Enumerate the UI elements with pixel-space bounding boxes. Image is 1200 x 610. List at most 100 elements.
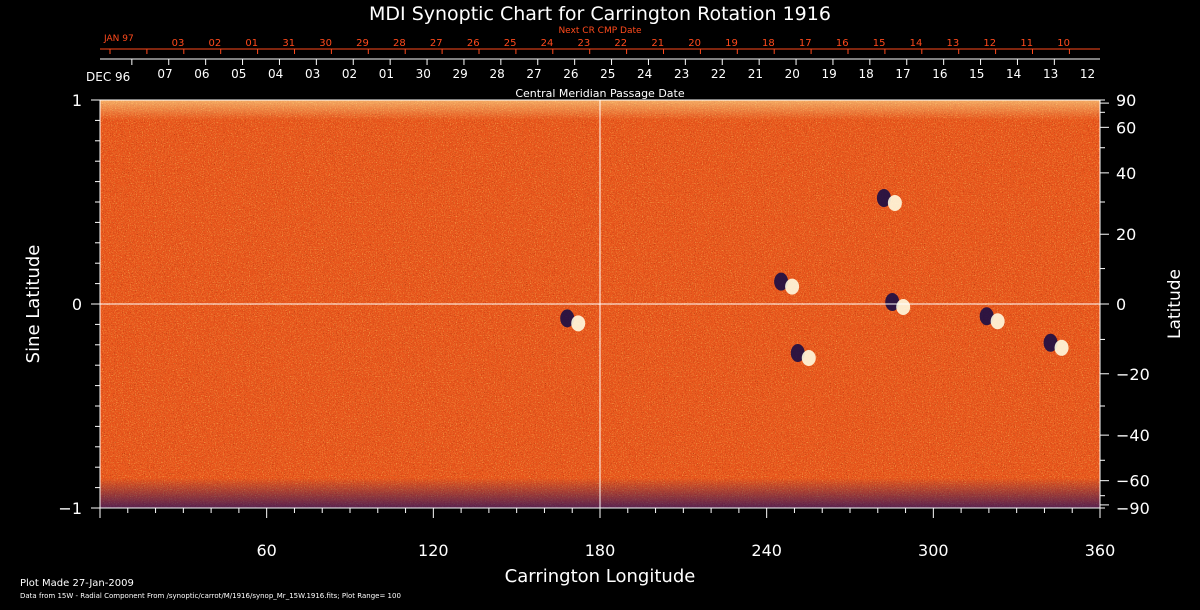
next-cmp-date-label: 20 <box>688 38 701 49</box>
cmp-date-label: 27 <box>526 67 541 81</box>
chart-title: MDI Synoptic Chart for Carrington Rotati… <box>369 3 831 25</box>
next-cmp-date-label: 25 <box>504 38 517 49</box>
y-right-tick-label: 90 <box>1116 91 1136 110</box>
cmp-axis-label: Central Meridian Passage Date <box>515 87 684 100</box>
y-left-tick-label: −1 <box>58 499 82 518</box>
positive-polarity-spot <box>801 350 816 366</box>
active-region-4 <box>876 188 902 211</box>
y-right-tick-label: −20 <box>1116 365 1150 384</box>
cmp-date-label: 02 <box>342 67 357 81</box>
next-cmp-date-label: 21 <box>651 38 664 49</box>
y-axis-right: 90 60 40 20 0 −20 −40 −60 −90 <box>1100 91 1150 518</box>
positive-polarity-spot <box>896 299 911 315</box>
next-month-label: JAN 97 <box>103 34 134 44</box>
positive-polarity-spot <box>1054 339 1069 356</box>
cmp-date-label: 21 <box>748 67 763 81</box>
cmp-date-label: 22 <box>711 67 726 81</box>
cmp-month-label: DEC 96 <box>86 70 130 84</box>
next-cmp-axis-label: Next CR CMP Date <box>558 26 642 36</box>
y-right-tick-label: 20 <box>1116 225 1136 244</box>
next-cmp-date-label: 22 <box>614 38 627 49</box>
next-cmp-date-label: 17 <box>799 38 812 49</box>
y-axis-left: 1 0 −1 <box>58 91 100 518</box>
next-cmp-date-label: 23 <box>578 38 591 49</box>
next-cmp-date-label: 19 <box>725 38 738 49</box>
next-cmp-date-label: 03 <box>172 38 185 49</box>
next-cmp-date-label: 14 <box>910 38 923 49</box>
next-cmp-date-label: 28 <box>393 38 406 49</box>
cmp-date-label: 16 <box>932 67 947 81</box>
data-source-label: Data from 15W - Radial Component From /s… <box>20 592 401 600</box>
y-left-tick-label: 1 <box>72 91 82 110</box>
cmp-date-label: 28 <box>489 67 504 81</box>
cmp-date-label: 04 <box>268 67 283 81</box>
cmp-date-label: 19 <box>822 67 837 81</box>
negative-polarity-spot <box>876 188 891 207</box>
cmp-date-label: 01 <box>379 67 394 81</box>
next-cmp-date-label: 10 <box>1057 38 1070 49</box>
x-tick-label: 300 <box>918 541 949 560</box>
negative-polarity-spot <box>560 309 575 328</box>
active-regions <box>560 188 1069 366</box>
cmp-date-label: 05 <box>231 67 246 81</box>
y-right-tick-label: −40 <box>1116 426 1150 445</box>
y-axis-label-left: Sine Latitude <box>23 245 44 364</box>
negative-polarity-spot <box>790 344 805 362</box>
next-cmp-date-label: 12 <box>983 38 996 49</box>
y-right-tick-label: 0 <box>1116 295 1126 314</box>
y-axis-label-right: Latitude <box>1165 269 1185 339</box>
cmp-date-label: 12 <box>1080 67 1095 81</box>
active-region-6 <box>1043 333 1069 356</box>
active-region-3 <box>885 293 911 315</box>
negative-polarity-spot <box>885 293 900 311</box>
next-cmp-date-label: 15 <box>873 38 886 49</box>
cmp-axis: 07 06 05 04 03 02 01 30 29 28 27 26 25 24 23 22 21 20 19 18… <box>100 58 1100 81</box>
cmp-date-label: 06 <box>194 67 209 81</box>
cmp-date-label: 03 <box>305 67 320 81</box>
next-cmp-date-label: 01 <box>245 38 258 49</box>
next-cmp-date-label: 24 <box>541 38 554 49</box>
cmp-date-label: 07 <box>157 67 172 81</box>
next-cmp-date-label: 02 <box>209 38 222 49</box>
cmp-date-label: 29 <box>453 67 468 81</box>
next-cmp-date-label: 26 <box>467 38 480 49</box>
next-cmp-date-label: 29 <box>356 38 369 49</box>
active-region-5 <box>979 307 1005 330</box>
plot-made-label: Plot Made 27-Jan-2009 <box>20 578 134 589</box>
positive-polarity-spot <box>887 194 902 211</box>
negative-polarity-spot <box>1043 333 1058 352</box>
x-axis: 60 120 180 240 300 360 <box>99 507 1116 560</box>
next-cmp-date-label: 27 <box>430 38 443 49</box>
cmp-date-label: 20 <box>785 67 800 81</box>
cmp-date-label: 13 <box>1043 67 1058 81</box>
next-cmp-axis: 03 02 01 31 30 29 28 27 26 25 24 23 22 21 20 19 18 17 16 15… <box>100 38 1100 54</box>
active-region-2 <box>774 272 800 295</box>
cmp-date-label: 23 <box>674 67 689 81</box>
cmp-date-label: 26 <box>563 67 578 81</box>
next-cmp-date-label: 30 <box>319 38 332 49</box>
cmp-date-label: 30 <box>416 67 431 81</box>
cmp-date-label: 17 <box>895 67 910 81</box>
x-tick-label: 360 <box>1085 541 1116 560</box>
y-right-tick-label: 60 <box>1116 118 1136 137</box>
positive-polarity-spot <box>990 313 1005 330</box>
x-tick-label: 120 <box>418 541 449 560</box>
cmp-date-label: 14 <box>1006 67 1021 81</box>
cmp-date-label: 18 <box>858 67 873 81</box>
positive-polarity-spot <box>785 278 800 295</box>
y-right-tick-label: −60 <box>1116 472 1150 491</box>
active-region-7 <box>790 344 816 366</box>
x-axis-label: Carrington Longitude <box>505 566 696 587</box>
x-tick-label: 240 <box>751 541 782 560</box>
next-cmp-date-label: 13 <box>947 38 960 49</box>
cmp-date-label: 25 <box>600 67 615 81</box>
next-cmp-date-label: 11 <box>1020 38 1033 49</box>
next-cmp-date-label: 18 <box>762 38 775 49</box>
negative-polarity-spot <box>979 307 994 326</box>
active-region-1 <box>560 309 586 332</box>
y-left-tick-label: 0 <box>72 295 82 314</box>
y-right-tick-label: −90 <box>1116 499 1150 518</box>
x-tick-label: 60 <box>256 541 276 560</box>
next-cmp-date-label: 16 <box>836 38 849 49</box>
